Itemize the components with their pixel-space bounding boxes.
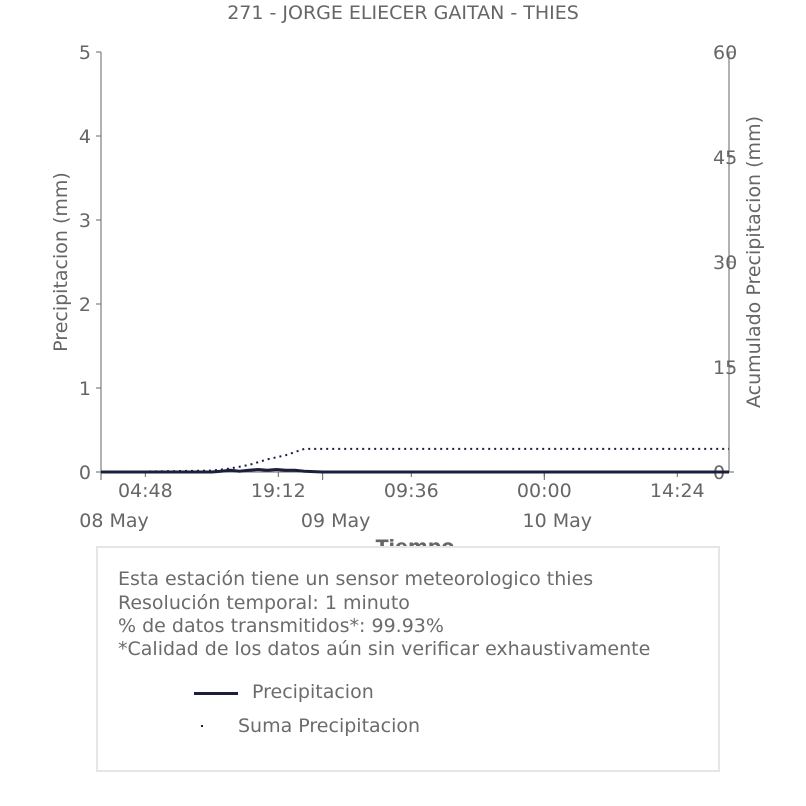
y-tick-label: 3 (79, 210, 91, 232)
y2-tick-label: 15 (713, 357, 737, 379)
x-day-label: 10 May (523, 510, 593, 532)
y-tick-label: 4 (79, 126, 91, 148)
x-tick-label: 00:00 (517, 480, 572, 502)
legend-label-precipitacion: Precipitacion (252, 681, 374, 703)
y-tick-label: 5 (79, 42, 91, 64)
info-box: Esta estación tiene un sensor meteorolog… (96, 546, 720, 772)
x-tick-label: 19:12 (251, 480, 306, 502)
x-tick-label: 09:36 (384, 480, 439, 502)
legend-dot-suma (201, 725, 203, 727)
y-tick-label: 0 (79, 462, 91, 484)
legend-line-precipitacion (194, 692, 238, 695)
y2-tick-label: 45 (713, 147, 737, 169)
info-sensor: Esta estación tiene un sensor meteorolog… (118, 568, 594, 590)
x-tick-label: 04:48 (118, 480, 173, 502)
y-tick-label: 1 (79, 378, 91, 400)
legend-label-suma: Suma Precipitacion (238, 715, 421, 737)
info-transmitted: % de datos transmitidos*: 99.93% (118, 615, 444, 637)
y2-tick-label: 60 (713, 42, 737, 64)
series-line-suma-precipitacion (100, 447, 729, 473)
y2-tick-label: 30 (713, 252, 737, 274)
y2-axis-label: Acumulado Precipitacion (mm) (743, 116, 765, 408)
chart-title: 271 - JORGE ELIECER GAITAN - THIES (227, 2, 579, 24)
x-day-label: 08 May (79, 510, 149, 532)
x-tick-label: 14:24 (650, 480, 705, 502)
y-axis-label: Precipitacion (mm) (50, 172, 72, 352)
x-day-label: 09 May (301, 510, 371, 532)
y-tick-label: 2 (79, 294, 91, 316)
info-quality-note: *Calidad de los datos aún sin verificar … (118, 638, 651, 660)
series-line-precipitacion (101, 467, 729, 474)
info-resolution: Resolución temporal: 1 minuto (118, 592, 410, 614)
